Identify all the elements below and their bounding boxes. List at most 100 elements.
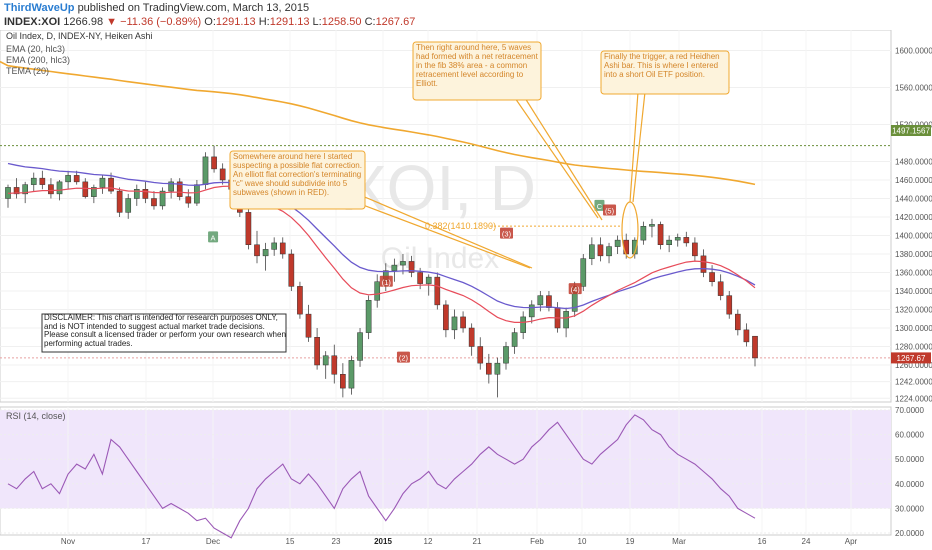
wave-label-bg[interactable] [603, 204, 617, 216]
candle-body[interactable] [494, 362, 501, 375]
candle-body[interactable] [451, 316, 458, 331]
tema-line[interactable] [7, 162, 756, 310]
candle-body[interactable] [374, 281, 381, 301]
chart-canvas[interactable]: XOI, D Oil Index 0.382(1410.1890) 1600.0… [0, 30, 932, 550]
candle-body[interactable] [202, 156, 209, 185]
candle-body[interactable] [408, 261, 415, 273]
candle-body[interactable] [73, 175, 80, 183]
wave-label-bg[interactable] [500, 227, 513, 239]
candle-body[interactable] [297, 286, 303, 315]
candle-body[interactable] [640, 226, 647, 241]
candles[interactable] [5, 145, 758, 398]
candle-body[interactable] [314, 337, 320, 366]
wave-label[interactable]: (2) [399, 354, 409, 363]
candle-body[interactable] [91, 187, 97, 197]
candle-body[interactable] [331, 355, 338, 375]
candle-body[interactable] [726, 295, 733, 315]
candle-body[interactable] [692, 242, 698, 257]
candle-body[interactable] [48, 184, 54, 195]
wave-label[interactable]: (4) [571, 285, 581, 294]
candle-body[interactable] [305, 313, 312, 338]
legend-ema200[interactable]: EMA (200, hlc3) [6, 55, 70, 65]
price-axis[interactable]: 1600.00001560.00001520.00001480.00001460… [895, 47, 932, 404]
candle-body[interactable] [65, 175, 71, 183]
candle-body[interactable] [649, 224, 655, 227]
candle-body[interactable] [159, 190, 166, 207]
candle-body[interactable] [468, 327, 475, 347]
ema20-line[interactable] [7, 185, 756, 323]
legend-tema[interactable]: TEMA (20) [6, 66, 49, 76]
candle-body[interactable] [528, 304, 535, 318]
wave-labels[interactable]: A C (1) (2) (3) (4) (5) [208, 199, 617, 363]
wave-label[interactable]: A [211, 233, 216, 242]
candle-body[interactable] [417, 272, 423, 284]
candle-body[interactable] [752, 335, 758, 359]
candle-body[interactable] [657, 224, 664, 245]
candle-body[interactable] [168, 181, 174, 192]
candle-body[interactable] [546, 295, 552, 308]
candle-body[interactable] [30, 177, 37, 185]
candle-body[interactable] [176, 181, 183, 197]
candle-body[interactable] [322, 355, 329, 366]
candle-body[interactable] [357, 332, 363, 361]
candle-body[interactable] [709, 272, 715, 282]
candle-body[interactable] [606, 246, 612, 257]
wave-label-bg[interactable] [396, 351, 410, 363]
candle-body[interactable] [743, 329, 750, 343]
callout-top[interactable]: Then right around here, 5 waves had form… [412, 41, 603, 221]
candle-body[interactable] [125, 198, 132, 213]
candle-body[interactable] [365, 300, 372, 333]
candle-body[interactable] [254, 244, 260, 257]
candle-body[interactable] [580, 258, 587, 287]
ema200-line[interactable] [0, 60, 756, 186]
candle-body[interactable] [700, 255, 707, 273]
candle-body[interactable] [683, 237, 690, 244]
wave-label[interactable]: C [597, 202, 603, 211]
candle-body[interactable] [735, 313, 741, 331]
candle-body[interactable] [614, 239, 621, 247]
candle-body[interactable] [271, 242, 277, 250]
candle-body[interactable] [116, 190, 123, 213]
candle-body[interactable] [597, 244, 604, 257]
candle-body[interactable] [211, 156, 217, 170]
callout-trigger[interactable]: Finally the trigger, a red Heidhen Ashi … [600, 50, 730, 259]
candle-body[interactable] [133, 189, 140, 199]
rsi-axis[interactable]: 70.0000 60.0000 50.0000 40.0000 30.0000 20.00… [895, 406, 924, 538]
legend-ema20[interactable]: EMA (20, hlc3) [6, 44, 65, 54]
candle-body[interactable] [340, 374, 346, 389]
candle-body[interactable] [108, 177, 114, 192]
candle-body[interactable] [717, 281, 724, 296]
candle-body[interactable] [391, 264, 398, 271]
candle-body[interactable] [477, 346, 484, 364]
candle-body[interactable] [425, 276, 432, 284]
wave-label-bg[interactable] [208, 231, 219, 243]
candle-body[interactable] [82, 181, 89, 197]
candle-body[interactable] [288, 253, 295, 287]
candle-body[interactable] [279, 242, 286, 255]
rsi-line[interactable] [7, 414, 756, 539]
candle-body[interactable] [219, 168, 226, 181]
callout-flat[interactable]: Somewhere around here I started suspecti… [229, 150, 533, 269]
wave-label[interactable]: (5) [605, 207, 615, 216]
candle-body[interactable] [486, 362, 492, 375]
candle-body[interactable] [99, 177, 106, 188]
wave-label-bg[interactable] [594, 199, 605, 211]
candle-body[interactable] [674, 237, 681, 241]
candle-body[interactable] [503, 346, 509, 364]
wave-label[interactable]: (1) [382, 278, 392, 287]
candle-body[interactable] [13, 187, 20, 195]
wave-label[interactable]: (3) [502, 230, 512, 239]
candle-body[interactable] [537, 295, 544, 306]
candle-body[interactable] [142, 189, 149, 199]
candle-body[interactable] [666, 239, 672, 245]
candle-body[interactable] [460, 316, 466, 329]
publisher-name[interactable]: ThirdWaveUp [4, 2, 75, 14]
candle-body[interactable] [589, 244, 595, 259]
candle-body[interactable] [151, 198, 157, 207]
price-pane[interactable]: XOI, D Oil Index 0.382(1410.1890) 1600.0… [0, 30, 932, 403]
candle-body[interactable] [245, 212, 252, 245]
candle-body[interactable] [434, 276, 441, 306]
candle-body[interactable] [520, 316, 526, 333]
time-axis[interactable]: Nov 17 Dec 15 23 2015 12 21 Feb 10 19 Mar 16 24 Apr [61, 537, 858, 546]
candle-body[interactable] [39, 177, 46, 185]
